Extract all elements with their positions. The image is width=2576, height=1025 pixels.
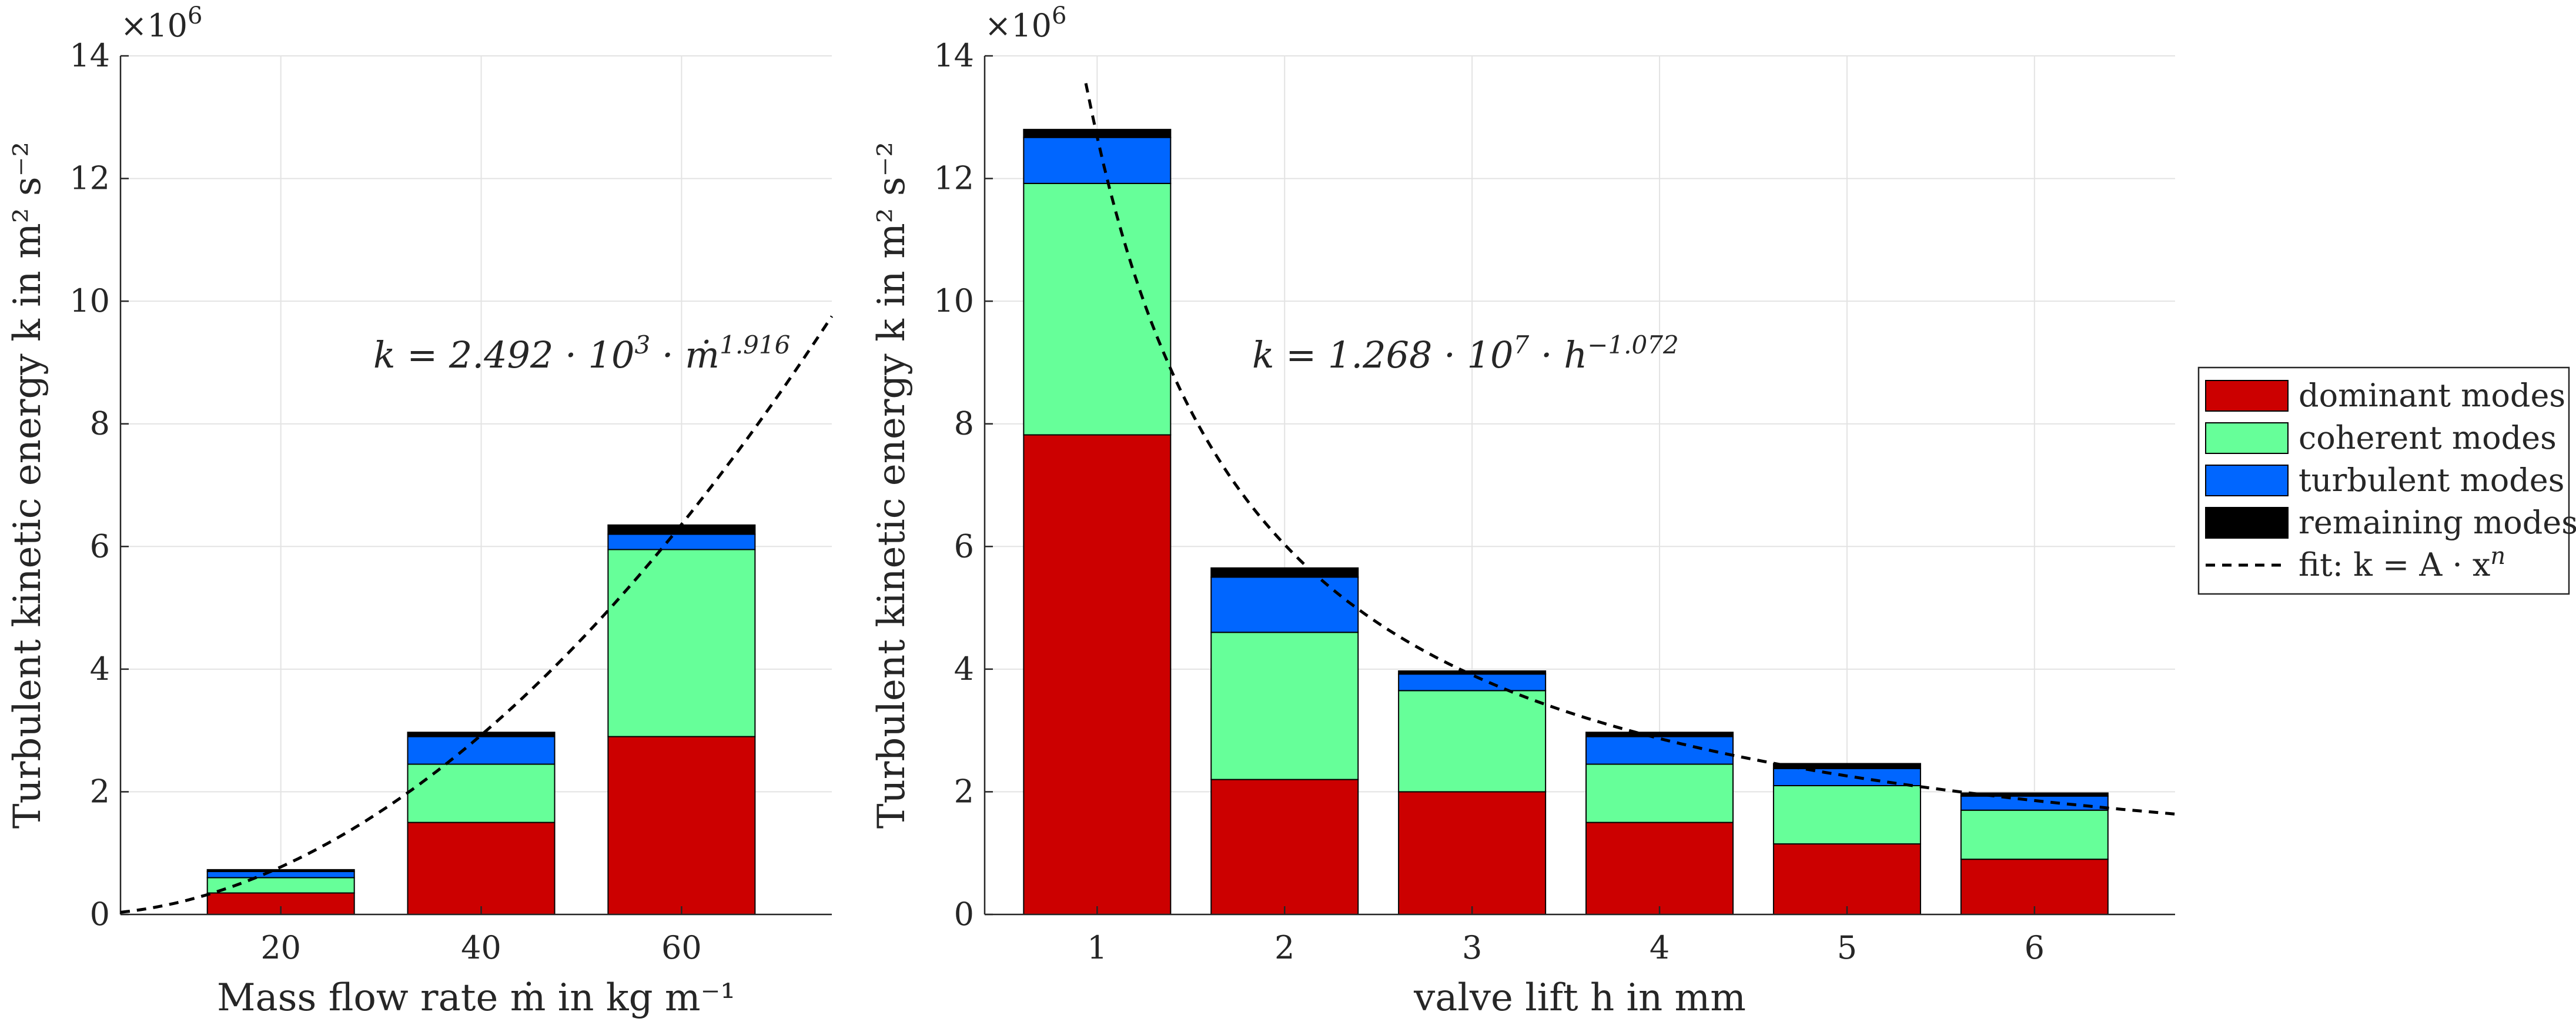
y-axis-label: Turbulent kinetic energy k in m² s⁻²	[6, 142, 49, 829]
x-tick-label: 4	[1650, 929, 1670, 966]
legend: dominant modes coherent modes turbulent mo…	[2197, 366, 2576, 595]
bar-turbulent-modes	[1023, 136, 1172, 184]
exponent-base: ×10	[121, 7, 188, 44]
x-tick-label: 20	[260, 929, 301, 966]
x-tick-label: 5	[1837, 929, 1857, 966]
bar-remaining-modes	[1210, 567, 1359, 578]
y-tick-label: 2	[954, 773, 974, 810]
fit-curve	[1084, 83, 2176, 816]
bar-coherent-modes	[1960, 809, 2109, 860]
y-tick-label: 12	[934, 160, 974, 197]
y-tick-label: 10	[69, 282, 110, 319]
y-tick-label: 4	[90, 650, 110, 687]
bar-dominant-modes	[607, 736, 756, 915]
legend-label: remaining modes	[2299, 504, 2576, 541]
bar-turbulent-modes	[1960, 795, 2109, 811]
legend-fit-exponent: n	[2490, 543, 2505, 570]
exponent-base: ×10	[985, 7, 1052, 44]
bar-coherent-modes	[1398, 690, 1547, 793]
fit-equation-exponent: 7	[1513, 330, 1529, 359]
x-axis-label: valve lift h in mm	[1413, 976, 1746, 1020]
bar-remaining-modes	[407, 732, 556, 737]
y-tick-label: 12	[69, 160, 110, 197]
bar-dominant-modes	[1960, 859, 2109, 915]
bar-dominant-modes	[1210, 779, 1359, 915]
y-tick-label: 2	[90, 773, 110, 810]
bar-remaining-modes	[1772, 763, 1921, 769]
y-tick-label: 0	[954, 896, 974, 933]
legend-fit-label: fit: k = A · xn	[2299, 543, 2505, 583]
fit-equation-exponent: 1.916	[720, 330, 790, 359]
x-tick-label: 2	[1274, 929, 1294, 966]
bar-remaining-modes	[1585, 732, 1734, 737]
bar-coherent-modes	[1023, 182, 1172, 436]
bar-dominant-modes	[1023, 434, 1172, 915]
bar-coherent-modes	[1585, 763, 1734, 823]
bar-remaining-modes	[206, 869, 355, 873]
fit-curve	[120, 315, 834, 914]
legend-swatch	[2205, 507, 2289, 539]
legend-swatch	[2205, 465, 2289, 496]
y-tick-label: 4	[954, 650, 974, 687]
fit-equation-part: · h	[1529, 333, 1587, 376]
bar-coherent-modes	[607, 549, 756, 737]
legend-label: coherent modes	[2299, 419, 2557, 456]
legend-swatch	[2205, 380, 2289, 412]
exponent-power: 6	[188, 2, 202, 29]
bar-turbulent-modes	[1585, 736, 1734, 765]
fit-equation-part: k = 1.268 · 10	[1252, 333, 1513, 376]
fit-equation: k = 2.492 · 103 · ṁ1.916	[373, 330, 790, 376]
exponent-power: 6	[1052, 2, 1066, 29]
x-tick-label: 6	[2025, 929, 2045, 966]
fit-equation: k = 1.268 · 107 · h−1.072	[1252, 330, 1679, 376]
x-tick-label: 1	[1087, 929, 1107, 966]
y-tick-label: 14	[934, 37, 974, 74]
bar-remaining-modes	[1960, 792, 2109, 797]
bar-turbulent-modes	[1210, 576, 1359, 633]
legend-fit-text: fit: k = A · x	[2299, 546, 2490, 583]
bar-turbulent-modes	[206, 871, 355, 879]
y-tick-label: 6	[954, 527, 974, 565]
x-axis-label: Mass flow rate ṁ in kg m⁻¹	[217, 976, 735, 1020]
axis-exponent-label: ×106	[985, 2, 1066, 44]
fit-equation-part: k = 2.492 · 10	[373, 333, 634, 376]
bar-remaining-modes	[1398, 670, 1547, 675]
bar-coherent-modes	[206, 877, 355, 894]
x-tick-label: 3	[1462, 929, 1482, 966]
fit-equation-exponent: 3	[634, 330, 650, 359]
y-axis-label: Turbulent kinetic energy k in m² s⁻²	[870, 142, 914, 829]
bar-turbulent-modes	[607, 533, 756, 550]
bar-dominant-modes	[1585, 822, 1734, 915]
bar-coherent-modes	[1772, 785, 1921, 845]
bar-dominant-modes	[1772, 843, 1921, 915]
bar-dominant-modes	[1398, 791, 1547, 916]
y-tick-label: 8	[954, 405, 974, 442]
legend-label: dominant modes	[2299, 377, 2565, 414]
x-tick-label: 40	[461, 929, 501, 966]
bar-coherent-modes	[1210, 632, 1359, 780]
legend-swatch	[2205, 422, 2289, 454]
legend-label: turbulent modes	[2299, 462, 2564, 499]
fit-equation-exponent: −1.072	[1587, 330, 1678, 359]
y-tick-label: 0	[90, 896, 110, 933]
bar-turbulent-modes	[407, 736, 556, 765]
bar-turbulent-modes	[1398, 673, 1547, 692]
bar-dominant-modes	[407, 822, 556, 915]
x-tick-label: 60	[661, 929, 702, 966]
fit-equation-part: · ṁ	[650, 333, 720, 376]
bar-coherent-modes	[407, 763, 556, 823]
y-tick-label: 6	[90, 527, 110, 565]
y-tick-label: 14	[69, 37, 110, 74]
y-tick-label: 10	[934, 282, 974, 319]
axis-exponent-label: ×106	[121, 2, 202, 44]
y-tick-label: 8	[90, 405, 110, 442]
